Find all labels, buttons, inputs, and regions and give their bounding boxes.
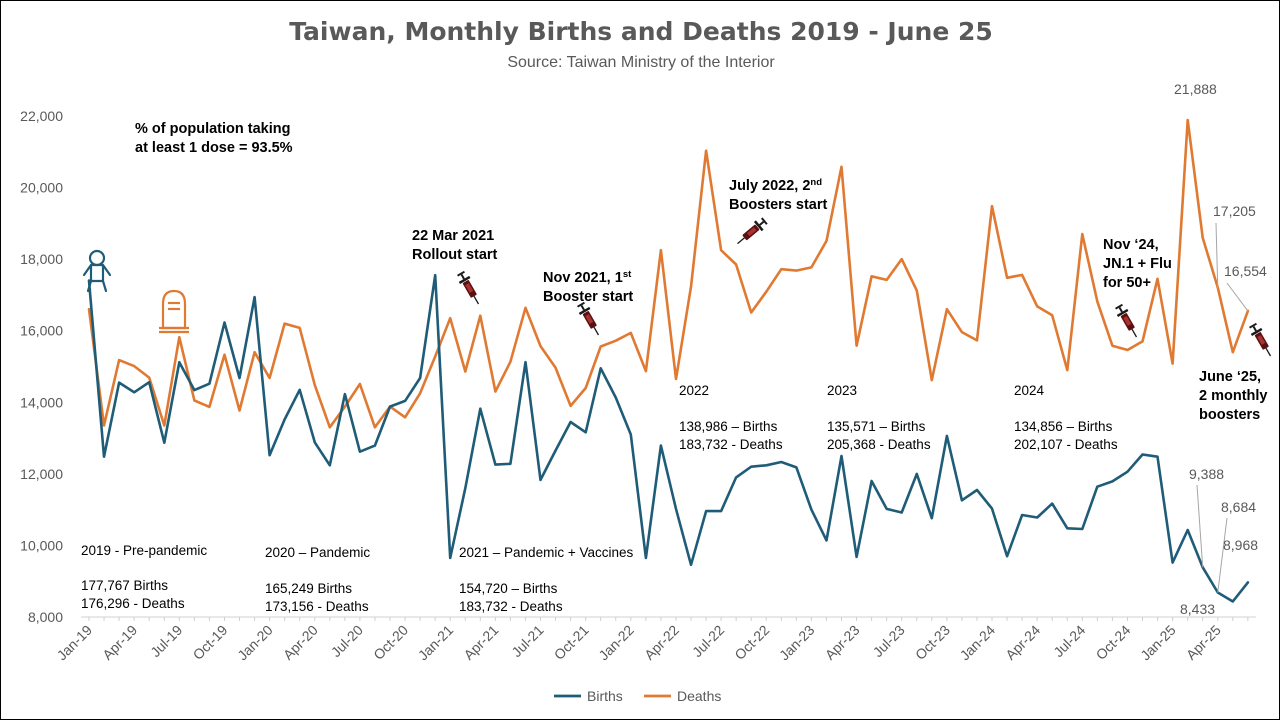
data-label: 8,968 bbox=[1223, 537, 1258, 553]
booster2-annotation-line2: Boosters start bbox=[729, 197, 827, 213]
x-tick-label: Apr-24 bbox=[1002, 622, 1043, 663]
y2022-annotation-births: 138,986 – Births bbox=[679, 419, 778, 434]
dose-annotation-line1: % of population taking bbox=[135, 121, 290, 137]
x-tick-label: Jan-25 bbox=[1137, 622, 1179, 664]
booster2-annotation-line1: July 2022, 2nd bbox=[729, 177, 822, 194]
dose-annotation-line2: at least 1 dose = 93.5% bbox=[135, 140, 293, 156]
x-tick-label: Jan-21 bbox=[415, 622, 457, 664]
x-tick-label: Jul-19 bbox=[147, 622, 185, 660]
nov24-annotation-line3: for 50+ bbox=[1103, 275, 1151, 291]
legend-deaths-label: Deaths bbox=[677, 688, 721, 704]
y2019-annotation-births: 177,767 Births bbox=[81, 578, 168, 593]
x-tick-label: Jul-20 bbox=[328, 622, 366, 660]
y2024-annotation-births: 134,856 – Births bbox=[1014, 419, 1113, 434]
y2022-annotation-title: 2022 bbox=[679, 383, 709, 398]
syringe-icon bbox=[574, 300, 605, 339]
x-tick-label: Jan-20 bbox=[234, 622, 276, 664]
rollout-annotation-line2: Rollout start bbox=[412, 247, 498, 263]
x-axis: Jan-19 Apr-19 Jul-19 Oct-19 Jan-20 Apr-20 Jul-… bbox=[54, 616, 1256, 664]
jun25-annotation-line3: boosters bbox=[1199, 407, 1260, 423]
y-tick-label: 20,000 bbox=[20, 180, 63, 196]
data-label-leader bbox=[1196, 484, 1204, 568]
y-tick-label: 18,000 bbox=[20, 251, 63, 267]
y2020-annotation-title: 2020 – Pandemic bbox=[265, 545, 370, 560]
y-tick-label: 8,000 bbox=[28, 609, 63, 625]
y2020-annotation-deaths: 173,156 - Deaths bbox=[265, 599, 369, 614]
y-tick-label: 16,000 bbox=[20, 323, 63, 339]
nov24-annotation-line1: Nov ‘24, bbox=[1103, 237, 1159, 253]
y2023-annotation-title: 2023 bbox=[827, 383, 857, 398]
data-label: 8,433 bbox=[1180, 601, 1215, 617]
data-label: 8,684 bbox=[1221, 499, 1256, 515]
y-axis: 8,000 10,000 12,000 14,000 16,000 18,000 20,00… bbox=[20, 108, 63, 625]
y2022-annotation-deaths: 183,732 - Deaths bbox=[679, 437, 783, 452]
y2021-annotation-deaths: 183,732 - Deaths bbox=[459, 599, 563, 614]
data-label: 9,388 bbox=[1189, 466, 1224, 482]
x-tick-label: Apr-22 bbox=[641, 622, 682, 663]
x-tick-label: Oct-24 bbox=[1093, 622, 1134, 663]
chart-title: Taiwan, Monthly Births and Deaths 2019 -… bbox=[289, 17, 993, 46]
x-tick-label: Oct-22 bbox=[731, 622, 772, 663]
data-label: 16,554 bbox=[1224, 263, 1267, 279]
x-tick-label: Jan-19 bbox=[54, 622, 96, 664]
legend: Births Deaths bbox=[554, 688, 721, 704]
x-tick-label: Jul-24 bbox=[1050, 622, 1088, 660]
x-tick-label: Oct-19 bbox=[190, 622, 231, 663]
y2020-annotation-births: 165,249 Births bbox=[265, 581, 352, 596]
y2019-annotation-title: 2019 - Pre-pandemic bbox=[81, 543, 207, 558]
y-tick-label: 10,000 bbox=[20, 537, 63, 553]
baby-icon bbox=[82, 249, 112, 293]
series-line-births bbox=[87, 273, 1250, 603]
booster1-annotation-line2: Booster start bbox=[543, 289, 633, 305]
syringe-icon bbox=[733, 215, 770, 249]
x-tick-label: Jan-23 bbox=[776, 622, 818, 664]
chart-subtitle: Source: Taiwan Ministry of the Interior bbox=[507, 54, 775, 71]
booster1-annotation-line1: Nov 2021, 1st bbox=[543, 269, 632, 286]
data-label: 21,888 bbox=[1174, 81, 1217, 97]
y2024-annotation-title: 2024 bbox=[1014, 383, 1045, 398]
y-tick-label: 12,000 bbox=[20, 466, 63, 482]
x-tick-label: Jul-23 bbox=[870, 622, 908, 660]
series-line-deaths bbox=[87, 118, 1250, 429]
x-tick-label: Apr-19 bbox=[99, 622, 140, 663]
y2019-annotation-deaths: 176,296 - Deaths bbox=[81, 596, 185, 611]
x-tick-label: Oct-20 bbox=[370, 622, 411, 663]
data-label-leader bbox=[1217, 517, 1228, 593]
data-label: 17,205 bbox=[1213, 203, 1256, 219]
syringe-icon bbox=[1246, 321, 1277, 360]
y2021-annotation-births: 154,720 – Births bbox=[459, 581, 558, 596]
x-tick-label: Apr-20 bbox=[280, 622, 321, 663]
rollout-annotation-line1: 22 Mar 2021 bbox=[412, 228, 494, 244]
nov24-annotation-line2: JN.1 + Flu bbox=[1103, 256, 1172, 272]
data-label-leader bbox=[1226, 282, 1249, 312]
x-tick-label: Oct-21 bbox=[551, 622, 592, 663]
x-tick-label: Apr-25 bbox=[1183, 622, 1224, 663]
y2024-annotation-deaths: 202,107 - Deaths bbox=[1014, 437, 1118, 452]
jun25-annotation-line1: June ‘25, bbox=[1199, 369, 1261, 385]
x-tick-label: Jul-22 bbox=[689, 622, 727, 660]
syringe-icon bbox=[1112, 302, 1143, 341]
x-tick-label: Apr-23 bbox=[822, 622, 863, 663]
y2023-annotation-births: 135,571 – Births bbox=[827, 419, 926, 434]
x-tick-label: Apr-21 bbox=[460, 622, 501, 663]
x-tick-label: Oct-23 bbox=[912, 622, 953, 663]
y2023-annotation-deaths: 205,368 - Deaths bbox=[827, 437, 931, 452]
point-labels: 21,888 17,205 16,554 9,388 8,684 8,968 8,433 bbox=[1174, 81, 1267, 617]
y2021-annotation-title: 2021 – Pandemic + Vaccines bbox=[459, 545, 633, 560]
x-tick-label: Jul-21 bbox=[508, 622, 546, 660]
y-tick-label: 22,000 bbox=[20, 108, 63, 124]
data-label-leader bbox=[1215, 222, 1219, 288]
gravestone-icon bbox=[159, 289, 189, 334]
jun25-annotation-line2: 2 monthly bbox=[1199, 388, 1267, 404]
legend-births-label: Births bbox=[587, 688, 623, 704]
syringe-icon bbox=[454, 269, 485, 308]
x-tick-label: Jan-22 bbox=[595, 622, 637, 664]
series-layer bbox=[87, 118, 1250, 603]
x-tick-label: Jan-24 bbox=[957, 622, 999, 664]
y-tick-label: 14,000 bbox=[20, 394, 63, 410]
